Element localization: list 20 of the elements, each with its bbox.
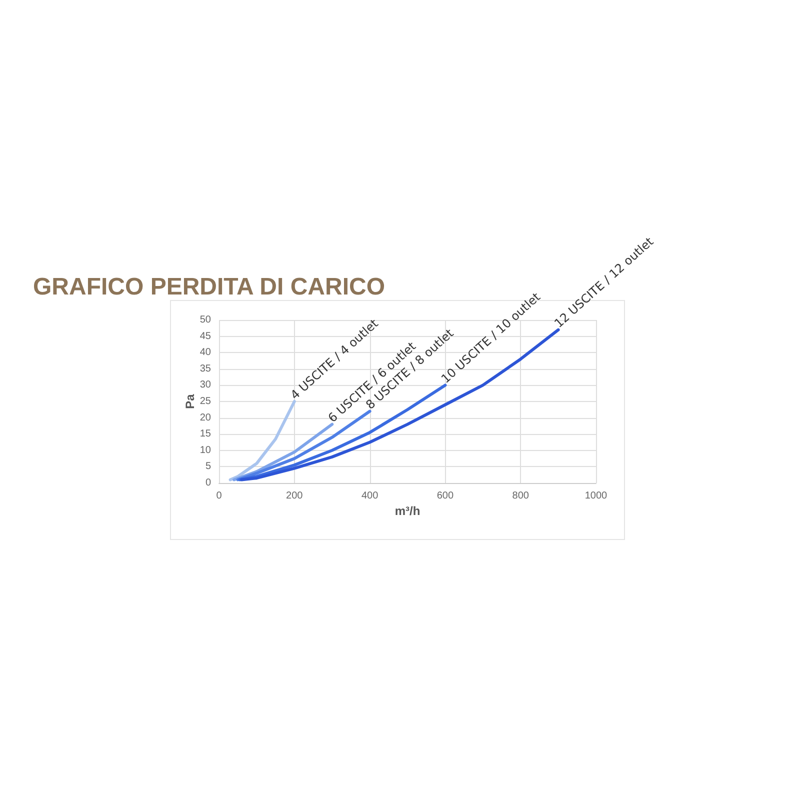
y-tick-label: 10 — [200, 444, 212, 456]
x-tick-label: 0 — [216, 490, 222, 502]
y-tick-label: 30 — [200, 380, 212, 391]
y-tick-label: 0 — [205, 478, 212, 488]
y-tick-label: 20 — [200, 412, 212, 424]
y-tick-label: 15 — [200, 428, 212, 440]
x-tick-label: 600 — [436, 490, 454, 502]
x-axis-title: m³/h — [394, 504, 420, 518]
y-tick-label: 35 — [200, 363, 212, 374]
y-tick-label: 40 — [200, 347, 212, 358]
x-tick-label: 200 — [286, 490, 304, 502]
y-tick-label: 25 — [200, 396, 212, 407]
y-tick-label: 5 — [205, 461, 212, 472]
y-tick-label: 50 — [200, 314, 212, 326]
x-tick-label: 800 — [512, 490, 530, 502]
x-tick-label: 1000 — [584, 490, 608, 502]
y-tick-label: 45 — [200, 330, 212, 342]
y-axis-title: Pa — [182, 394, 197, 409]
chart-title: GRAFICO PERDITA DI CARICO — [33, 274, 385, 300]
x-tick-label: 400 — [361, 490, 379, 502]
